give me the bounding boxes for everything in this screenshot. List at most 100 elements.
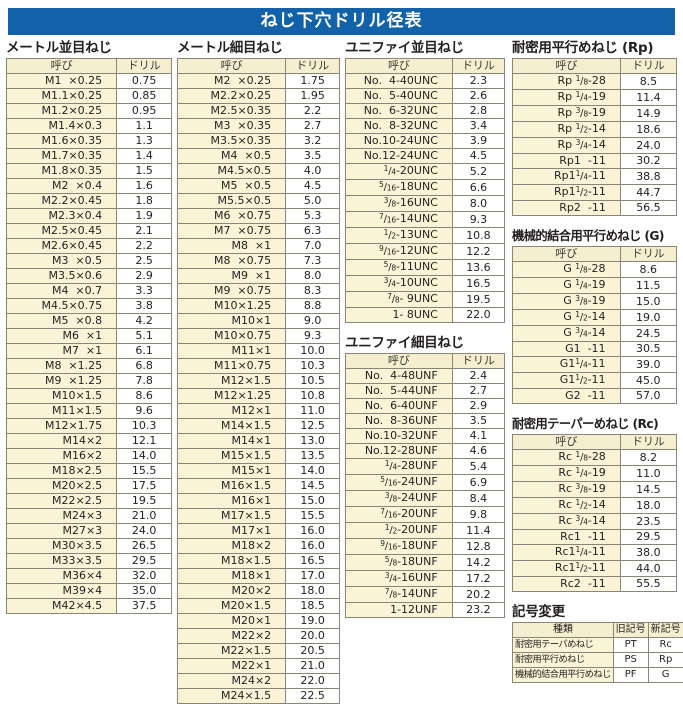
cell-drill-diameter: 14.5: [620, 482, 676, 498]
cell-thread-designation: M16×2: [7, 449, 117, 464]
cell-drill-diameter: 10.8: [286, 389, 340, 404]
col-header-drill: ドリル: [452, 59, 504, 74]
cell-drill-diameter: 14.5: [286, 479, 340, 494]
col-header-drill: ドリル: [452, 354, 504, 369]
cell-drill-diameter: 9.8: [452, 507, 504, 523]
col-header-drill: ドリル: [620, 59, 676, 74]
cell-thread-designation: M36×4: [7, 569, 117, 584]
cell-thread-designation: M42×4.5: [7, 599, 117, 614]
cell-drill-diameter: 6.1: [117, 344, 172, 359]
cell-drill-diameter: 7.0: [286, 239, 340, 254]
cell-drill-diameter: 11.4: [620, 90, 676, 106]
cell-drill-diameter: 8.6: [620, 262, 676, 278]
cell-thread-designation: M5 ×0.5: [178, 179, 286, 194]
cell-thread-designation: No.12-24UNC: [346, 149, 453, 164]
cell-thread-designation: M6 ×1: [7, 329, 117, 344]
cell-drill-diameter: 17.0: [286, 569, 340, 584]
cell-drill-diameter: 9.0: [286, 314, 340, 329]
cell-drill-diameter: 3.4: [452, 119, 504, 134]
cell-thread-designation: M18×2: [178, 539, 286, 554]
cell-thread-designation: M15×1.5: [178, 449, 286, 464]
col-header-name: 呼び: [513, 435, 621, 450]
cell-thread-designation: 3/8-16UNC: [346, 196, 453, 212]
cell-drill-diameter: 14.2: [452, 555, 504, 571]
cell-thread-designation: M11×0.75: [178, 359, 286, 374]
cell-drill-diameter: 0.75: [117, 74, 172, 89]
cell-drill-diameter: 26.5: [117, 539, 172, 554]
cell-drill-diameter: 3.3: [117, 284, 172, 299]
cell-thread-designation: M1.7×0.35: [7, 149, 117, 164]
cell-thread-designation: G11/2-11: [513, 373, 621, 389]
cell-drill-diameter: 8.0: [452, 196, 504, 212]
cell-drill-diameter: 14.9: [620, 106, 676, 122]
cell-drill-diameter: 9.6: [117, 404, 172, 419]
cell-drill-diameter: 19.0: [286, 614, 340, 629]
cell-drill-diameter: 32.0: [117, 569, 172, 584]
cell-thread-designation: G 3/8-19: [513, 294, 621, 310]
cell-drill-diameter: 1.6: [117, 179, 172, 194]
cell-thread-designation: No.10-32UNF: [346, 429, 453, 444]
cell-drill-diameter: 5.1: [117, 329, 172, 344]
cell-drill-diameter: 2.7: [286, 119, 340, 134]
cell-thread-designation: M22×2: [178, 629, 286, 644]
cell-drill-diameter: 1.4: [117, 149, 172, 164]
cell-thread-designation: M3 ×0.5: [7, 254, 117, 269]
cell-drill-diameter: 2.8: [452, 104, 504, 119]
cell-thread-designation: M10×1.5: [7, 389, 117, 404]
cell-drill-diameter: 44.0: [620, 561, 676, 577]
cell-thread-designation: No. 6-40UNF: [346, 399, 453, 414]
page-title: ねじ下穴ドリル径表: [261, 13, 423, 30]
section-title-g: 機械的結合用平行めねじ (G): [512, 228, 677, 244]
cell-drill-diameter: 44.7: [620, 185, 676, 201]
cell-thread-designation: M22×2.5: [7, 494, 117, 509]
section-title-symbol-change: 記号変更: [512, 604, 677, 620]
cell-thread-designation: M8 ×1: [178, 239, 286, 254]
spacer: [512, 216, 677, 228]
cell-drill-diameter: 37.5: [117, 599, 172, 614]
cell-thread-designation: M2 ×0.4: [7, 179, 117, 194]
cell-drill-diameter: 8.2: [620, 450, 676, 466]
cell-thread-designation: M10×1.25: [178, 299, 286, 314]
cell-drill-diameter: 6.3: [286, 224, 340, 239]
cell-drill-diameter: 0.85: [117, 89, 172, 104]
cell-drill-diameter: 22.0: [452, 308, 504, 323]
cell-thread-designation: 1/4-20UNC: [346, 164, 453, 180]
cell-thread-designation: 1-12UNF: [346, 603, 453, 618]
col-header-name: 呼び: [7, 59, 117, 74]
cell-thread-designation: G 3/4-14: [513, 326, 621, 342]
cell-thread-designation: M2.3×0.4: [7, 209, 117, 224]
section-title-unified-fine: ユニファイ細目ねじ: [345, 335, 505, 351]
cell-drill-diameter: 0.95: [117, 104, 172, 119]
